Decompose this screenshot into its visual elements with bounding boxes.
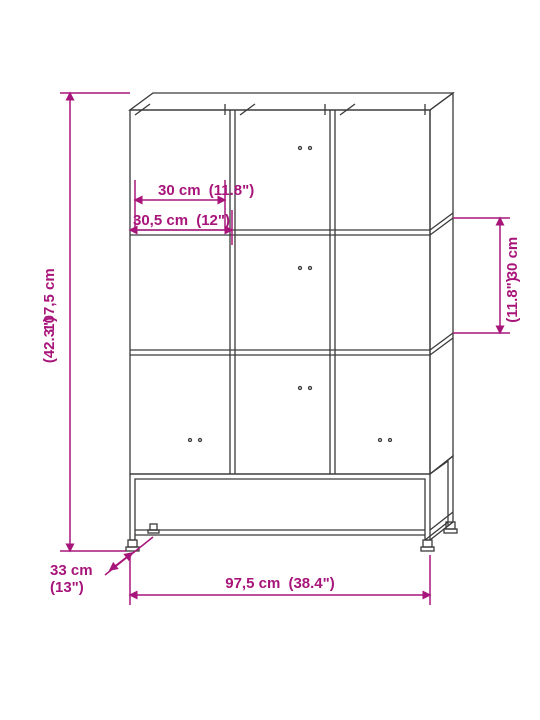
shelf-unit [126,93,457,551]
label-cube-width: 30 cm (11.8") [158,182,254,199]
dimension-labels: 107,5 cm (42.3") 97,5 cm (38.4") 33 cm (… [41,182,521,596]
label-cube-height-imperial: (11.8") [504,277,521,322]
dimension-diagram: 107,5 cm (42.3") 97,5 cm (38.4") 33 cm (… [0,0,540,720]
dimension-annotations [60,93,510,605]
label-cube-height: 30 cm [504,237,521,280]
label-height-imperial: (42.3") [41,317,58,363]
label-divider-spacing: 30,5 cm (12") [133,212,230,229]
label-depth: 33 cm [50,562,93,579]
label-depth-imperial: (13") [50,579,84,596]
label-width: 97,5 cm (38.4") [225,575,335,592]
